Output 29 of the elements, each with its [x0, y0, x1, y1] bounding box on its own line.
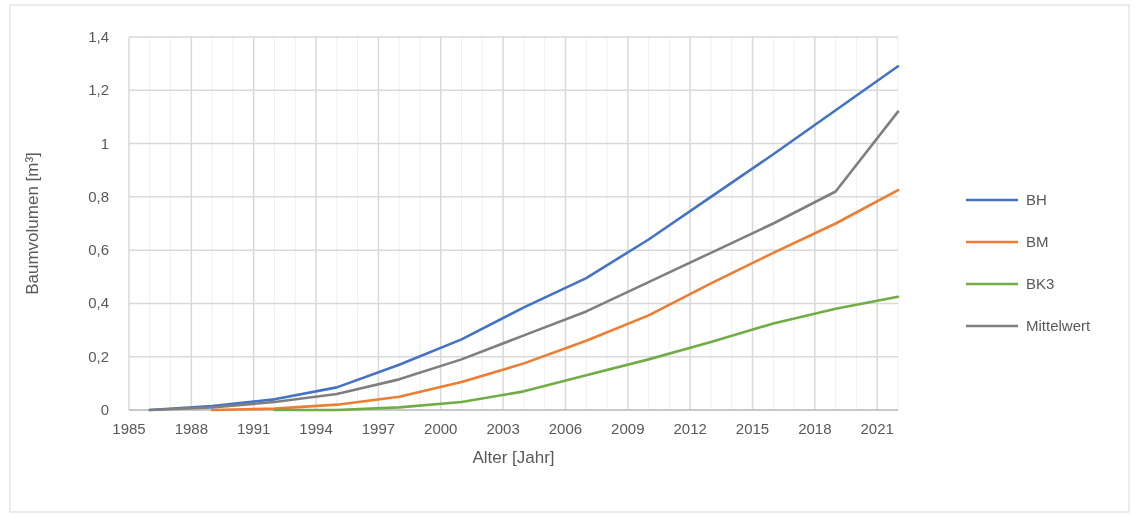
x-tick-label: 2012: [673, 420, 707, 437]
y-axis-title: Baumvolumen [m³]: [23, 152, 42, 295]
x-tick-label: 2009: [611, 420, 645, 437]
line-series: [210, 188, 900, 412]
x-tick-label: 1991: [237, 420, 271, 437]
x-tick-label: 2021: [860, 420, 894, 437]
y-tick-label: 0,8: [88, 187, 109, 205]
legend-label: BH: [1026, 191, 1047, 208]
x-tick-label: 1988: [174, 420, 209, 437]
x-tick-label: 2000: [424, 420, 458, 437]
y-tick-label: 0,6: [88, 241, 109, 259]
x-tick-label: 1997: [361, 420, 396, 437]
legend-label: BM: [1026, 233, 1049, 250]
y-tick-label: 0: [100, 401, 109, 418]
x-tick-label: 1994: [299, 420, 333, 437]
x-tick-label: 2015: [735, 420, 770, 437]
legend-label: Mittelwert: [1026, 317, 1092, 334]
y-tick-label: 1,2: [88, 81, 109, 99]
x-tick-label: 2006: [548, 420, 583, 437]
y-tick-label: 1: [100, 134, 109, 152]
line-series: [273, 295, 900, 412]
y-tick-label: 0,4: [88, 294, 109, 312]
legend-label: BK3: [1026, 275, 1055, 292]
y-tick-label: 0,2: [88, 347, 109, 365]
x-axis-title: Alter [Jahr]: [472, 448, 555, 467]
x-tick-label: 2003: [486, 420, 520, 437]
x-tick-label: 1985: [112, 420, 146, 437]
x-tick-label: 2018: [798, 420, 832, 437]
y-tick-label: 1,4: [88, 28, 109, 45]
